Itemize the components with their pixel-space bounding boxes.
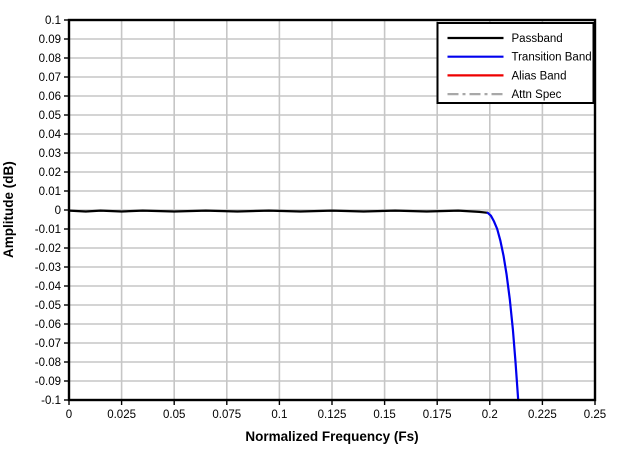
y-tick-label: 0.06 (39, 91, 61, 103)
x-tick-label: 0.025 (107, 409, 136, 421)
x-tick-labels: 0 0.025 0.05 0.075 0.1 0.125 0.15 0.175 0.2 0.225… (66, 409, 606, 421)
x-tick-label: 0.125 (318, 409, 347, 421)
y-axis-title: Amplitude (dB) (1, 161, 16, 259)
y-tick-label: -0.09 (35, 376, 61, 388)
x-tick-label: 0.225 (528, 409, 557, 421)
series-passband (67, 209, 489, 214)
legend-item-alias-band: Alias Band (447, 70, 567, 82)
y-tick-label: -0.03 (35, 262, 61, 274)
legend-item-attn-spec: Attn Spec (447, 89, 562, 101)
x-tick-label: 0.1 (271, 409, 287, 421)
legend: Passband Transition Band Alias Band Attn Sp… (436, 22, 595, 104)
y-tick-label: -0.04 (35, 281, 62, 293)
y-tick-label: 0.08 (39, 53, 61, 65)
y-tick-label: 0.02 (39, 167, 61, 179)
tick-marks (64, 19, 596, 405)
y-tick-label: -0.02 (35, 243, 61, 255)
legend-label: Transition Band (512, 52, 592, 64)
y-tick-labels: 0.1 0.09 0.08 0.07 0.06 0.05 0.04 0.03 0.02 0.01 0… (35, 15, 62, 407)
legend-label: Alias Band (512, 70, 567, 82)
x-tick-label: 0.075 (212, 409, 241, 421)
x-tick-label: 0 (66, 409, 72, 421)
y-tick-label: -0.05 (35, 300, 61, 312)
y-tick-label: 0.07 (39, 72, 61, 84)
legend-item-passband: Passband (447, 33, 563, 45)
legend-label: Passband (512, 33, 563, 45)
y-tick-label: 0.04 (39, 129, 62, 141)
y-tick-label: 0.03 (39, 148, 61, 160)
x-axis-title: Normalized Frequency (Fs) (245, 429, 419, 444)
y-tick-label: 0.05 (39, 110, 61, 122)
series-transition-band (486, 211, 520, 402)
y-tick-label: 0.01 (39, 186, 61, 198)
y-tick-label: 0 (55, 205, 61, 217)
x-tick-label: 0.25 (584, 409, 606, 421)
y-tick-label: 0.09 (39, 34, 61, 46)
x-tick-label: 0.05 (163, 409, 185, 421)
legend-item-transition-band: Transition Band (447, 52, 592, 64)
legend-label: Attn Spec (512, 89, 562, 101)
x-tick-label: 0.2 (482, 409, 498, 421)
x-tick-label: 0.15 (373, 409, 395, 421)
y-tick-label: -0.01 (35, 224, 61, 236)
x-tick-label: 0.175 (423, 409, 452, 421)
y-tick-label: -0.08 (35, 357, 61, 369)
legend-box (436, 22, 595, 104)
y-tick-label: -0.1 (41, 395, 61, 407)
y-tick-label: -0.07 (35, 338, 61, 350)
y-tick-label: 0.1 (45, 15, 61, 27)
y-tick-label: -0.06 (35, 319, 61, 331)
